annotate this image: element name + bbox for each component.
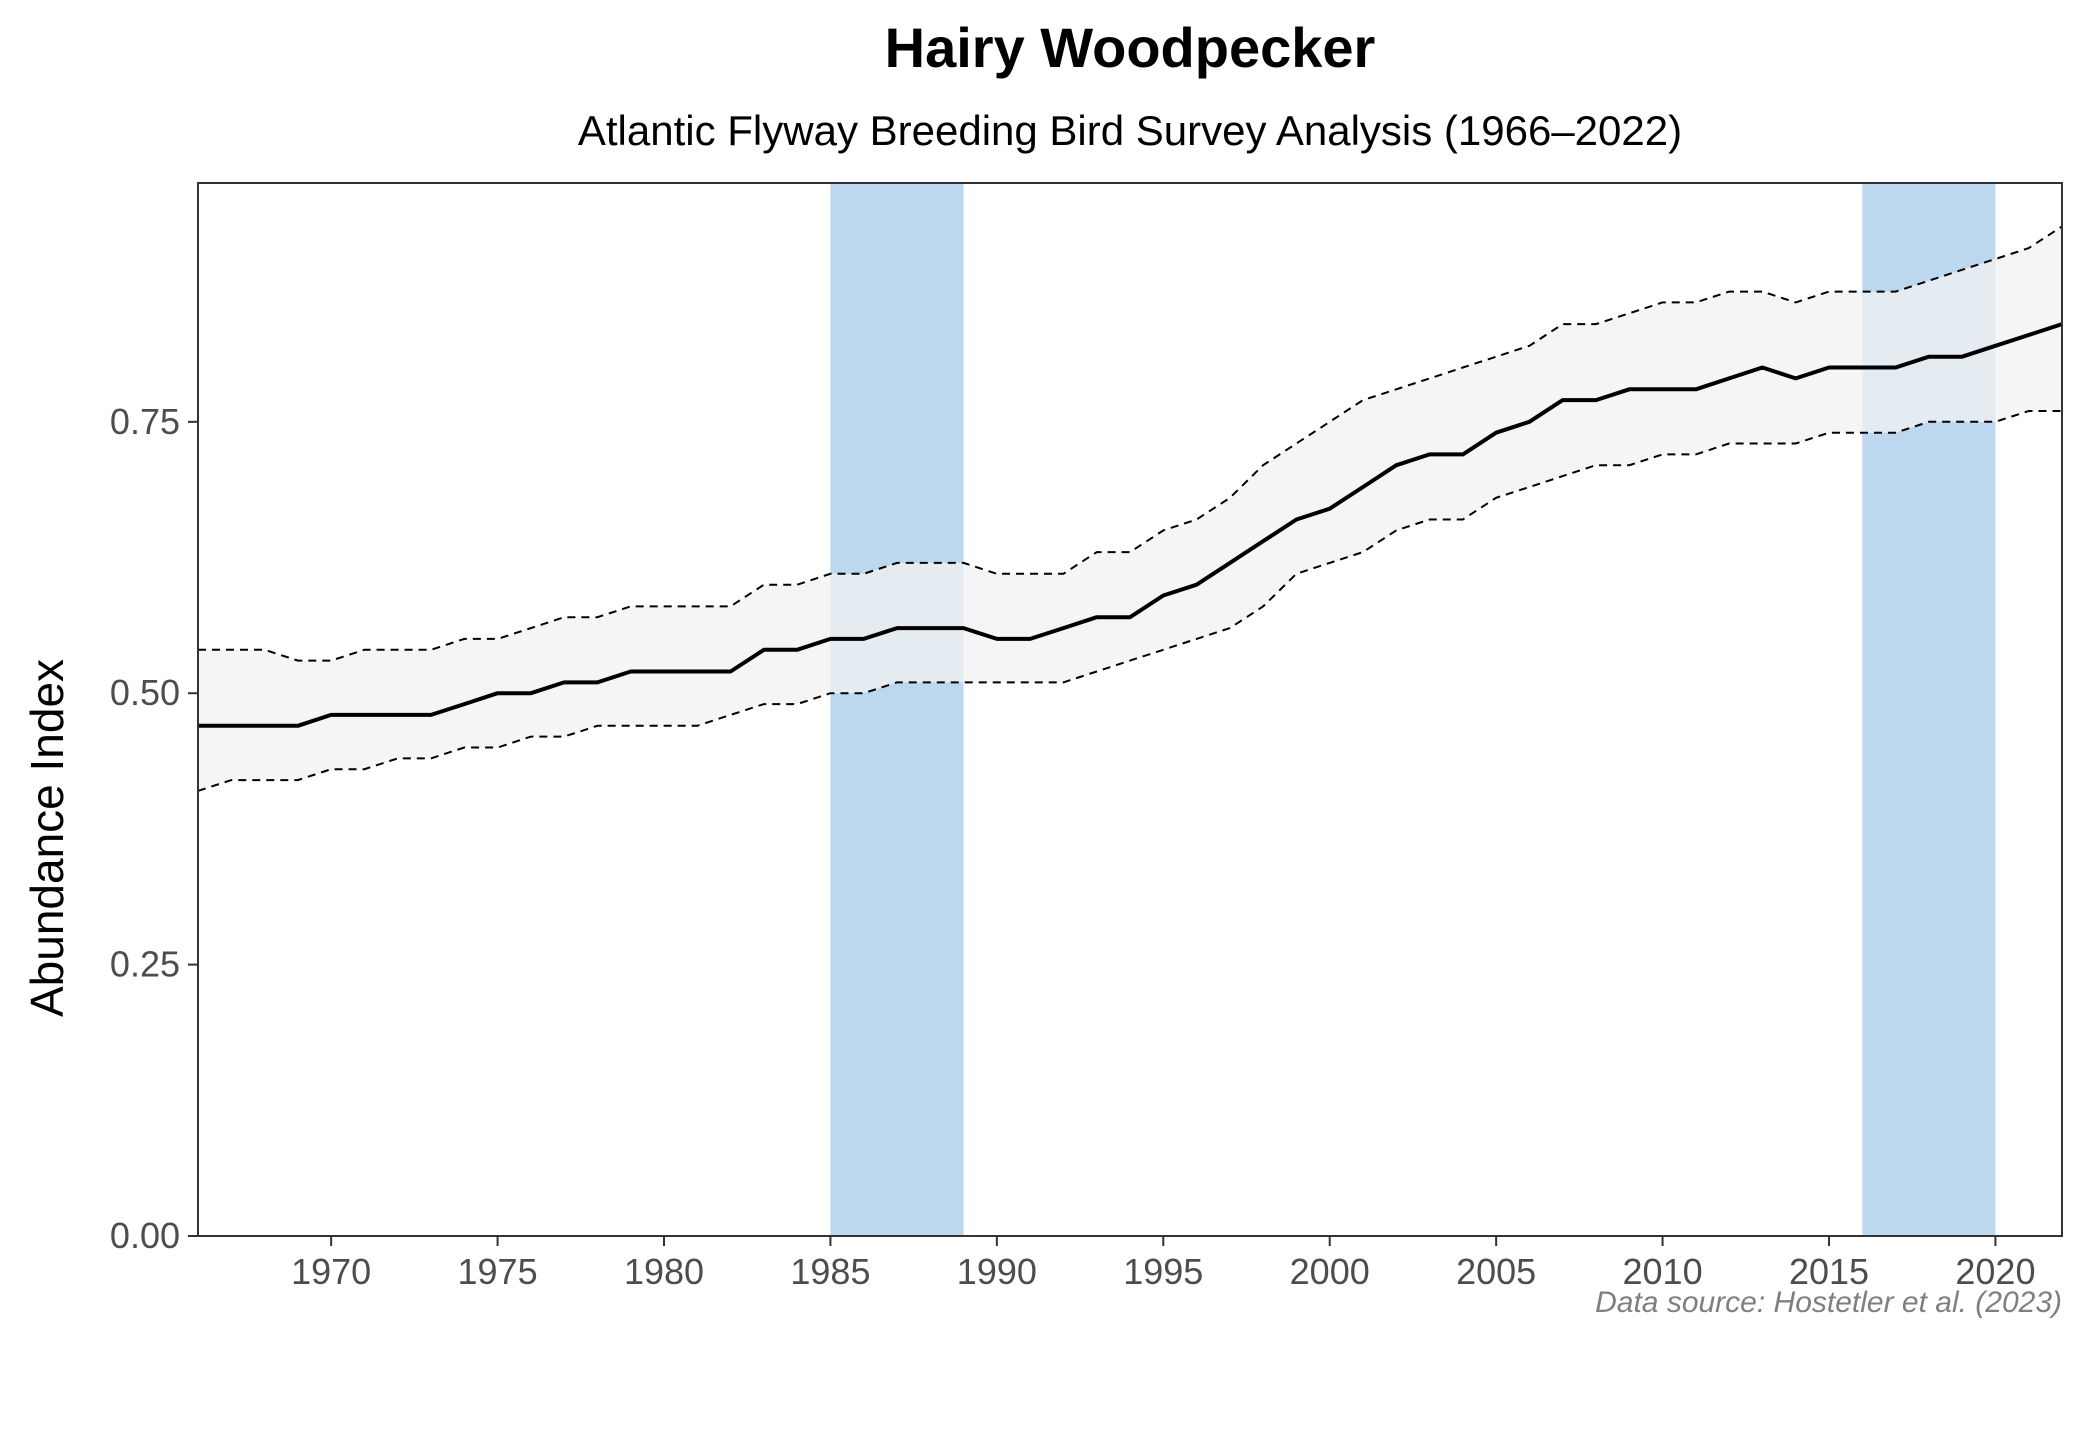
x-tick-label: 2010 — [1623, 1251, 1703, 1292]
lower-bound-line — [197, 410, 2062, 792]
x-tick-label: 1985 — [790, 1251, 870, 1292]
x-tick-label: 2000 — [1290, 1251, 1370, 1292]
highlight-period-1 — [830, 183, 964, 1236]
x-tick-label: 1990 — [957, 1251, 1037, 1292]
abundance-index-line — [198, 322, 2063, 728]
x-tick-label: 1995 — [1123, 1251, 1203, 1292]
x-tick-label: 2020 — [1955, 1251, 2035, 1292]
y-tick-label: 0.75 — [110, 401, 180, 442]
y-tick-label: 0.00 — [110, 1215, 180, 1256]
y-tick-label: 0.50 — [110, 672, 180, 713]
chart-title: Hairy Woodpecker — [885, 16, 1376, 79]
data-source-caption: Data source: Hostetler et al. (2023) — [1595, 1286, 2062, 1319]
confidence-band — [198, 226, 2062, 791]
x-axis: 1970 1975 1980 1985 1990 1995 2000 2005 2010 2015… — [291, 1236, 2035, 1292]
x-tick-label: 1975 — [458, 1251, 538, 1292]
y-axis-label: Abundance Index — [21, 659, 73, 1017]
x-tick-label: 1970 — [291, 1251, 371, 1292]
y-tick-label: 0.25 — [110, 944, 180, 985]
confidence-band-layer — [198, 226, 2062, 791]
x-tick-label: 1980 — [624, 1251, 704, 1292]
y-axis: 0.00 0.25 0.50 0.75 — [110, 401, 198, 1256]
x-tick-label: 2015 — [1789, 1251, 1869, 1292]
series-layer — [197, 225, 2063, 792]
plot-panel-border — [197, 182, 2063, 1237]
chart-subtitle: Atlantic Flyway Breeding Bird Survey Ana… — [578, 107, 1682, 154]
x-tick-label: 2005 — [1456, 1251, 1536, 1292]
